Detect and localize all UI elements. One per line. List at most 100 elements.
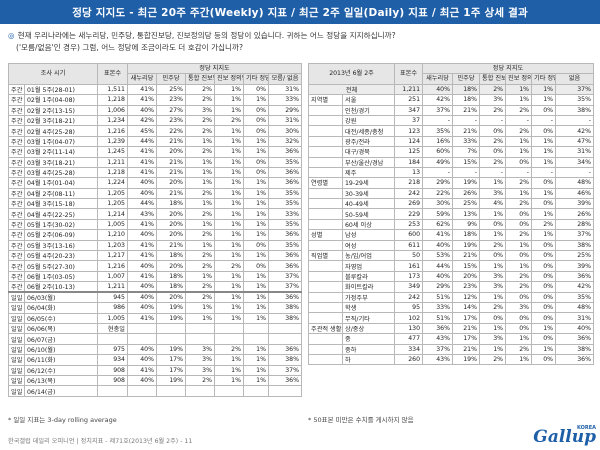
table-row: 부산/울산/경남 184 49% 15% 2% 0% 1% 34% <box>308 156 595 168</box>
cell-value: 4% <box>479 198 507 210</box>
cell-value: 242 <box>394 291 424 304</box>
cell-value: 35% <box>555 291 595 304</box>
cell-value: 1% <box>185 239 215 252</box>
cell-value: 0% <box>531 239 557 252</box>
cell-value: 1% <box>214 374 244 387</box>
cell-value: 41% <box>127 156 157 168</box>
cell-value: 0% <box>479 146 507 158</box>
row-period: 02월 3주(18-21) <box>24 114 98 127</box>
cell-value: 0% <box>505 322 533 335</box>
row-label: 농/임/어업 <box>341 250 396 262</box>
cell-value: 2% <box>185 146 215 158</box>
cell-value: 1% <box>243 364 269 376</box>
cell-value: 1% <box>243 270 269 283</box>
cell-value: 1% <box>505 353 533 366</box>
row-period: 06/11(화) <box>24 354 98 366</box>
cell-value: 18% <box>452 229 481 241</box>
cell-value: 40% <box>555 322 595 335</box>
column-header: 민주당 <box>156 73 186 85</box>
cell-value: 1% <box>505 146 533 158</box>
row-period: 03월 3주(18-21) <box>24 156 98 168</box>
cell-value: 2% <box>185 229 215 241</box>
row-period: 06/12(수) <box>24 364 98 376</box>
cell-value: 1% <box>243 146 269 158</box>
row-label: 제주 <box>341 166 396 179</box>
cell-value: 1% <box>214 239 244 252</box>
cell-value: 34% <box>555 156 595 168</box>
cell-value: 3% <box>185 364 215 376</box>
cell-value: 0% <box>531 260 557 272</box>
cell-value: 1% <box>505 83 533 96</box>
cell-value <box>214 322 244 335</box>
cell-value: 218 <box>394 177 424 189</box>
cell-value: 269 <box>394 198 424 210</box>
cell-value: 20% <box>156 177 186 189</box>
table-row: 일일 06/03(월) 945 40% 20% 2% 1% 1% 36% <box>8 291 302 304</box>
cell-value: 347 <box>394 104 424 116</box>
cell-value: 1% <box>243 302 269 314</box>
cell-value <box>185 333 215 345</box>
cell-value <box>127 322 157 335</box>
cell-value: 37% <box>555 229 595 241</box>
cell-value: 1% <box>214 125 244 137</box>
cell-value: 40% <box>422 270 454 283</box>
cell-value: 35% <box>555 94 595 106</box>
cell-value <box>214 385 244 397</box>
cell-value: 40% <box>127 343 157 356</box>
cell-value: 15% <box>452 156 481 168</box>
table-row: 주간 06월 1주(03-05) 1,007 41% 18% 1% 1% 1% 37% <box>8 270 302 283</box>
cell-value: 36% <box>268 166 302 179</box>
table-row: 주간 05월 2주(06-09) 1,210 40% 20% 2% 1% 1% 36% <box>8 229 302 241</box>
table-row: 주간 05월 3주(13-16) 1,203 41% 21% 1% 1% 0% 35% <box>8 239 302 252</box>
cell-value: 35% <box>268 239 302 252</box>
logo-korea: KOREA <box>576 425 596 431</box>
cell-value: 18% <box>452 83 481 96</box>
row-label: 무직/기타 <box>341 312 396 324</box>
cell-value: 18% <box>156 270 186 283</box>
row-group <box>308 270 343 283</box>
column-header: 통합 진보당 <box>479 73 507 85</box>
row-kind: 일일 <box>8 354 25 366</box>
table-row: 40-49세 269 30% 25% 4% 2% 0% 39% <box>308 198 595 210</box>
cell-value: 2% <box>185 281 215 293</box>
cell-value: 123 <box>394 125 424 137</box>
cell-value: 1% <box>185 312 215 325</box>
cell-value: 21% <box>452 104 481 116</box>
cell-value: 20% <box>156 146 186 158</box>
cell-value: 1% <box>479 343 507 355</box>
cell-value: 1,006 <box>97 104 128 116</box>
cell-value: 21% <box>452 250 481 262</box>
cell-value: 1% <box>214 166 244 179</box>
row-kind: 일일 <box>8 312 25 325</box>
row-period: 05월 2주(06-09) <box>24 229 98 241</box>
row-kind: 주간 <box>8 239 25 252</box>
cell-value: 33% <box>452 135 481 148</box>
row-period: 04월 2주(08-11) <box>24 187 98 200</box>
cell-value: 2% <box>479 239 507 252</box>
cell-value: 23% <box>156 94 186 106</box>
cell-value: 1% <box>214 302 244 314</box>
cell-value: 19% <box>156 343 186 356</box>
cell-value: 2% <box>185 125 215 137</box>
cell-value: 21% <box>156 135 186 148</box>
cell-value: 43% <box>422 353 454 366</box>
cell-value: 1% <box>214 156 244 168</box>
cell-value: 125 <box>394 146 424 158</box>
cell-value: 42% <box>555 281 595 293</box>
row-kind: 주간 <box>8 250 25 262</box>
cell-value: 17% <box>452 312 481 324</box>
cell-value: 3% <box>185 104 215 116</box>
cell-value: 1% <box>214 146 244 158</box>
row-label: 상/중상 <box>341 322 396 335</box>
sample-note: * 50표본 미만은 수치를 게시하지 않음 <box>308 416 414 424</box>
row-label: 전체 <box>307 83 396 96</box>
row-label: 서울 <box>341 94 396 106</box>
row-group <box>308 218 343 231</box>
table-row: 가정주부 242 51% 12% 1% 0% 0% 35% <box>308 291 595 304</box>
row-period: 05월 1주(30-02) <box>24 218 98 231</box>
table-row: 주간 01월 5주(28-01) 1,511 41% 25% 2% 1% 0% 31% <box>8 83 302 96</box>
cell-value: 31% <box>268 114 302 127</box>
cell-value: 611 <box>394 239 424 252</box>
cell-value: 0% <box>505 291 533 304</box>
cell-value: 19% <box>452 239 481 252</box>
